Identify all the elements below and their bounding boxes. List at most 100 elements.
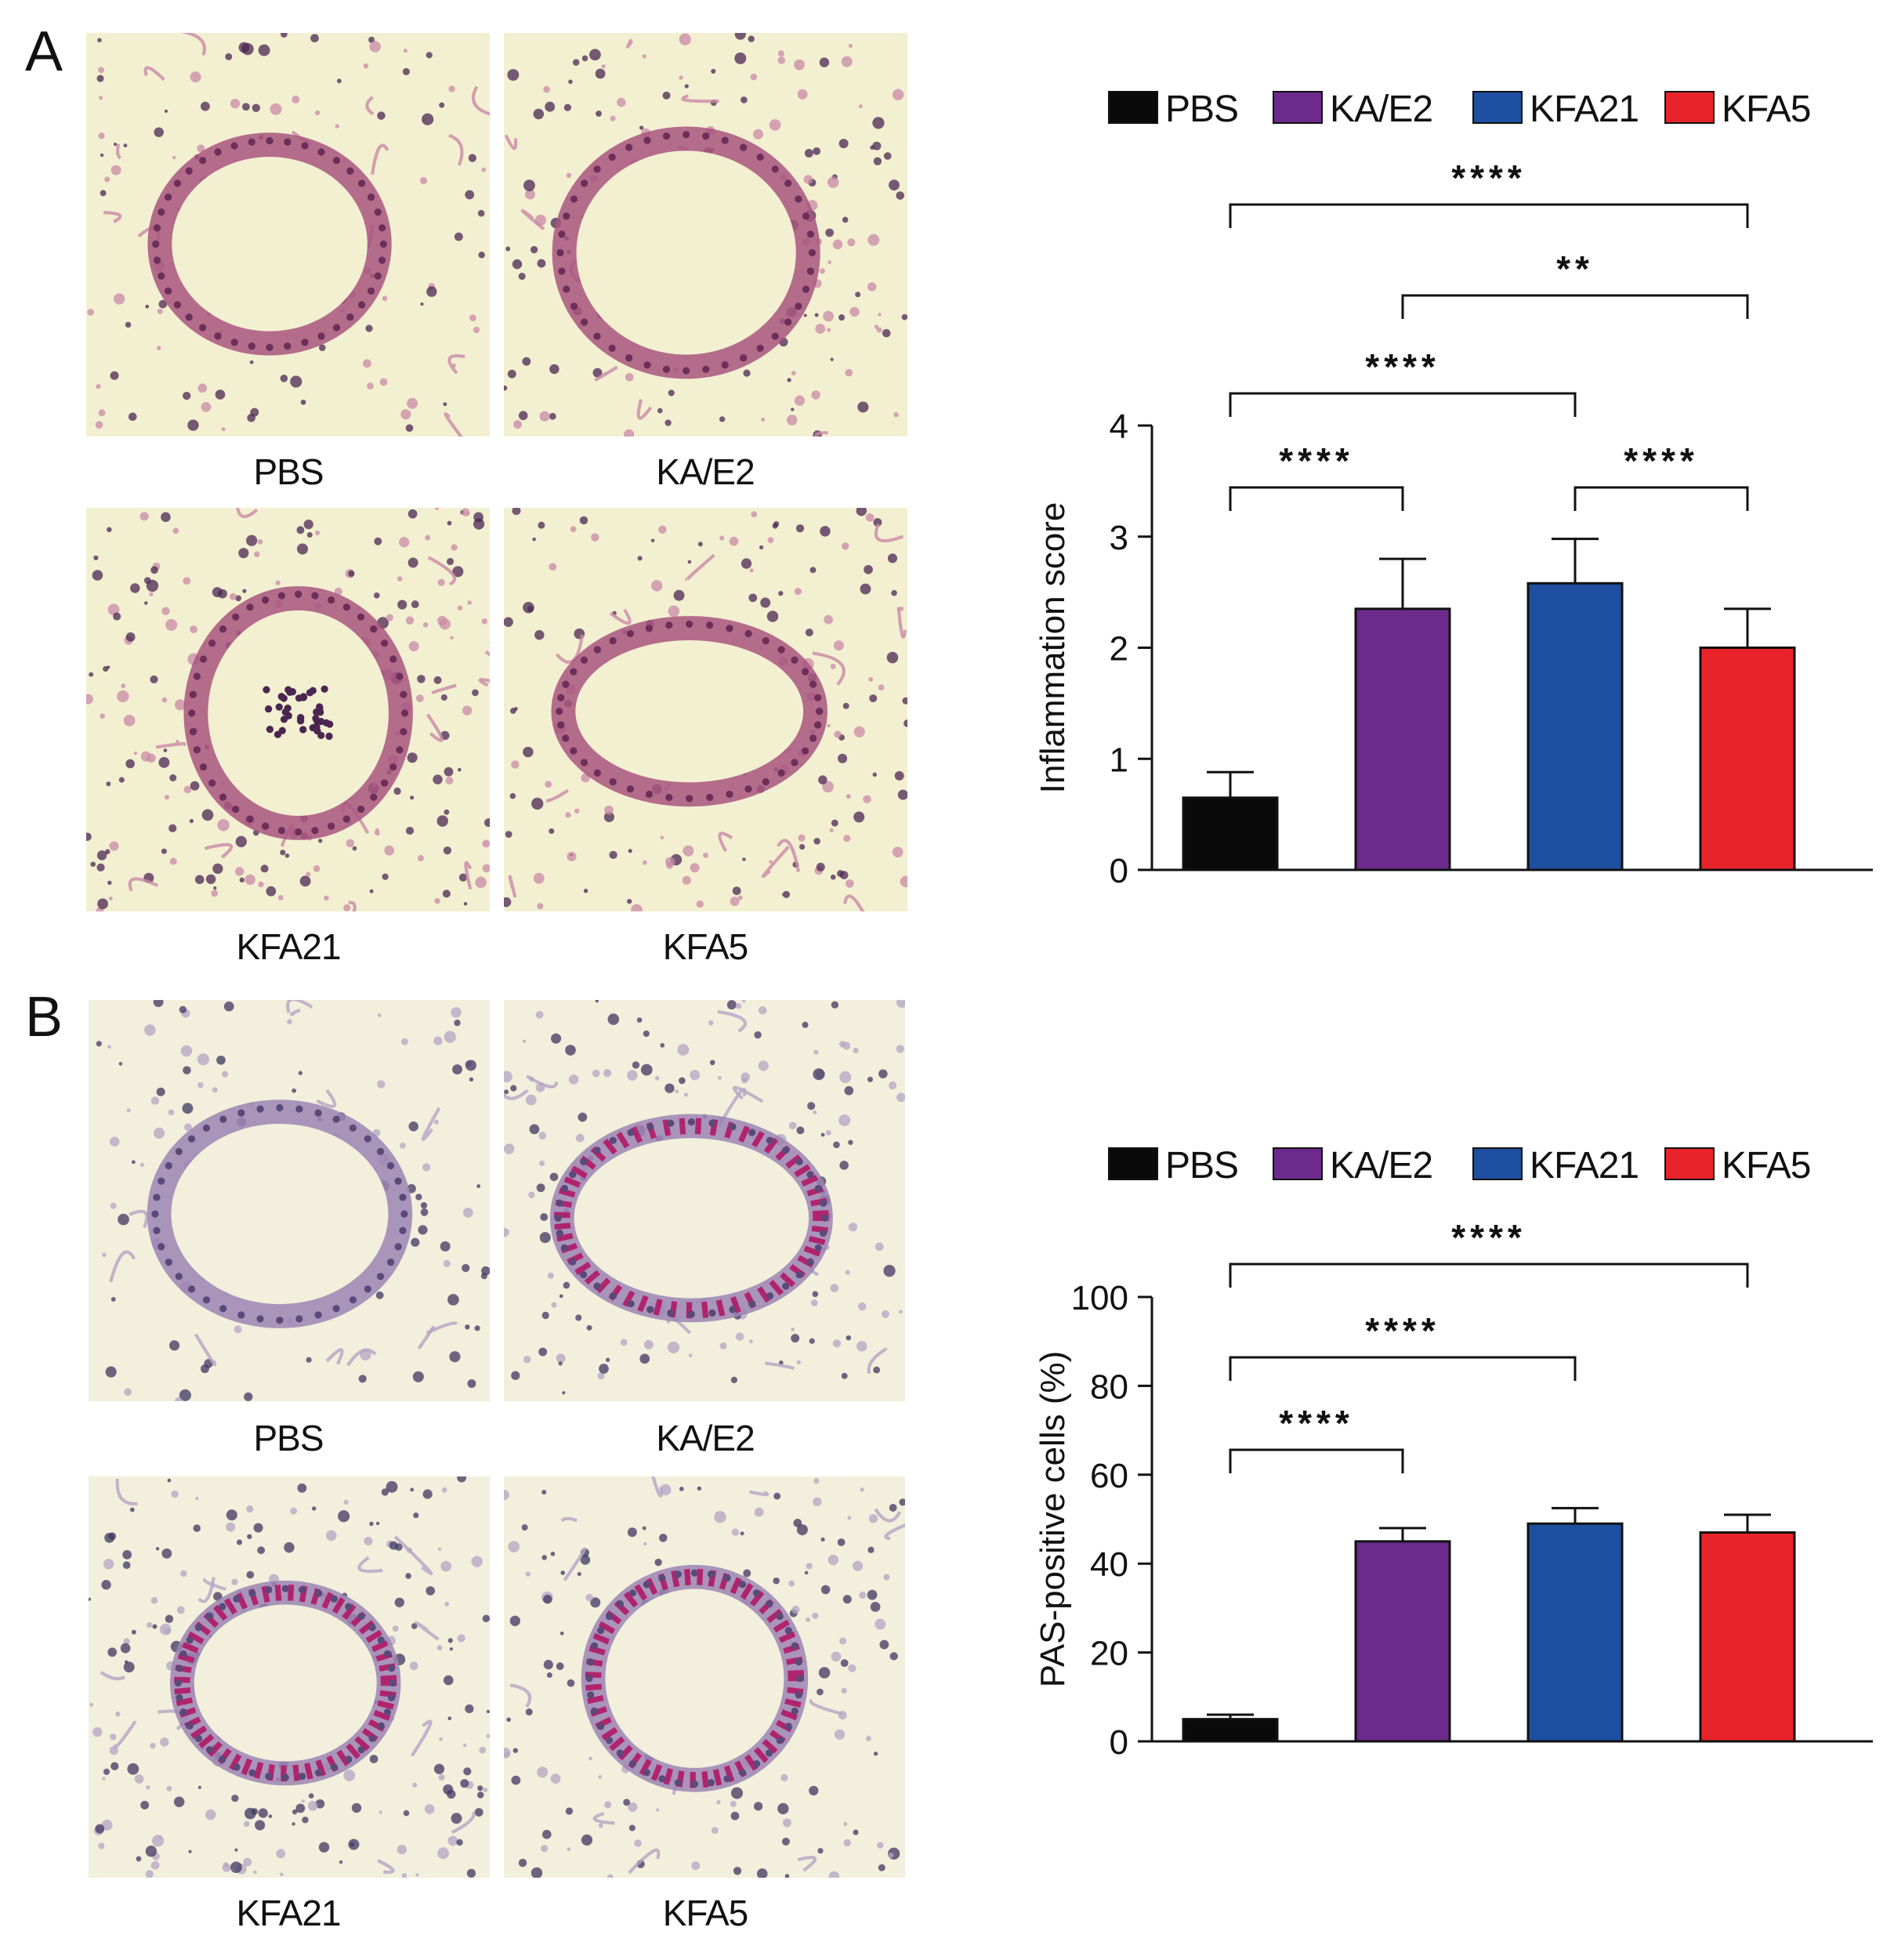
goblet-cell xyxy=(261,1585,270,1603)
epithelial-nucleus xyxy=(596,1723,605,1730)
cell-nucleus xyxy=(711,68,716,74)
tissue-fiber xyxy=(843,894,865,911)
cell-nucleus xyxy=(787,378,791,382)
cell-nucleus xyxy=(791,1327,795,1331)
cell-nucleus xyxy=(778,591,784,596)
cell-nucleus xyxy=(806,1563,813,1570)
cell-nucleus xyxy=(804,149,813,158)
cell-nucleus xyxy=(415,1194,422,1201)
cell-nucleus xyxy=(830,1284,839,1292)
y-tick-label: 4 xyxy=(1110,408,1128,446)
epithelial-nucleus xyxy=(795,1158,803,1165)
cell-nucleus xyxy=(158,299,168,309)
cell-nucleus xyxy=(904,719,907,727)
cell-nucleus xyxy=(90,861,96,868)
cell-nucleus xyxy=(558,1361,563,1366)
cell-nucleus xyxy=(688,1353,693,1357)
cell-nucleus xyxy=(174,699,187,711)
cell-nucleus xyxy=(165,618,178,631)
cell-nucleus xyxy=(798,834,806,842)
cell-nucleus xyxy=(881,1310,889,1318)
cell-nucleus xyxy=(238,548,249,559)
cell-nucleus xyxy=(129,1507,135,1513)
cell-nucleus xyxy=(549,1172,559,1182)
epithelial-nucleus xyxy=(158,208,165,216)
epithelial-nucleus xyxy=(557,694,565,701)
cell-nucleus xyxy=(719,535,725,541)
luminal-cell xyxy=(312,715,320,723)
epithelial-nucleus xyxy=(606,1612,614,1621)
significance-bracket xyxy=(1229,1356,1577,1381)
cell-nucleus xyxy=(314,110,320,116)
cell-nucleus xyxy=(513,420,522,429)
cell-nucleus xyxy=(336,78,342,84)
cell-nucleus xyxy=(843,1821,848,1826)
cell-nucleus xyxy=(140,1800,150,1810)
cell-nucleus xyxy=(839,1161,849,1170)
epithelial-nucleus xyxy=(364,1285,371,1293)
cell-nucleus xyxy=(752,129,763,139)
cell-nucleus xyxy=(481,167,487,172)
cell-nucleus xyxy=(257,538,263,545)
tissue-fiber xyxy=(718,831,733,853)
cell-nucleus xyxy=(863,795,871,804)
significance-label: **** xyxy=(1624,440,1699,481)
cell-nucleus xyxy=(595,1000,599,1003)
cell-nucleus xyxy=(407,557,418,568)
epithelial-nucleus xyxy=(809,734,817,742)
cell-nucleus xyxy=(95,1824,105,1834)
cell-nucleus xyxy=(883,1264,896,1277)
epithelial-nucleus xyxy=(378,224,386,232)
cell-nucleus xyxy=(324,895,329,901)
cell-nucleus xyxy=(110,371,119,380)
epithelial-nucleus xyxy=(702,132,710,140)
tissue-fiber xyxy=(448,133,464,166)
epithelial-nucleus xyxy=(752,1760,761,1768)
cell-nucleus xyxy=(343,1499,349,1505)
significance-bracket xyxy=(1229,392,1577,417)
epithelial-nucleus xyxy=(342,815,350,823)
cell-nucleus xyxy=(140,751,151,762)
cell-nucleus xyxy=(420,1201,428,1209)
epithelial-nucleus xyxy=(819,1229,827,1237)
cell-nucleus xyxy=(402,67,410,76)
cell-nucleus xyxy=(563,103,572,111)
cell-nucleus xyxy=(179,1389,191,1401)
epithelial-nucleus xyxy=(738,1769,747,1777)
micrograph-b-kae2 xyxy=(504,1000,905,1401)
cell-nucleus xyxy=(873,157,882,165)
cell-nucleus xyxy=(448,85,455,92)
epithelial-nucleus xyxy=(683,131,690,139)
cell-nucleus xyxy=(636,1017,643,1023)
cell-nucleus xyxy=(183,391,191,400)
epithelial-nucleus xyxy=(219,625,227,633)
epithelial-nucleus xyxy=(189,690,197,698)
cell-nucleus xyxy=(809,1338,815,1344)
tissue-fiber xyxy=(374,828,380,836)
epithelial-nucleus xyxy=(665,793,673,802)
micrograph-label: KFA21 xyxy=(236,926,341,967)
goblet-cell xyxy=(229,1753,242,1771)
cell-nucleus xyxy=(213,886,217,890)
cell-nucleus xyxy=(878,1864,885,1871)
cell-nucleus xyxy=(176,1606,185,1614)
cell-nucleus xyxy=(399,537,410,548)
tissue-fiber xyxy=(426,713,444,742)
y-axis-title: Inflammation score xyxy=(1034,502,1072,794)
epithelial-nucleus xyxy=(814,1244,822,1252)
tissue-fiber xyxy=(204,842,234,859)
cell-nucleus xyxy=(847,1516,852,1520)
cell-nucleus xyxy=(813,1110,817,1114)
cell-nucleus xyxy=(171,1490,179,1498)
cell-nucleus xyxy=(617,97,626,107)
cell-nucleus xyxy=(486,1734,490,1738)
cell-nucleus xyxy=(410,795,415,800)
goblet-cell xyxy=(554,1223,571,1230)
goblet-cell xyxy=(235,1592,248,1610)
cell-nucleus xyxy=(788,1580,795,1587)
epithelial-nucleus xyxy=(232,613,240,621)
luminal-cell xyxy=(263,686,270,694)
epithelial-nucleus xyxy=(687,1310,695,1318)
cell-nucleus xyxy=(462,1743,467,1748)
cell-nucleus xyxy=(823,310,834,322)
